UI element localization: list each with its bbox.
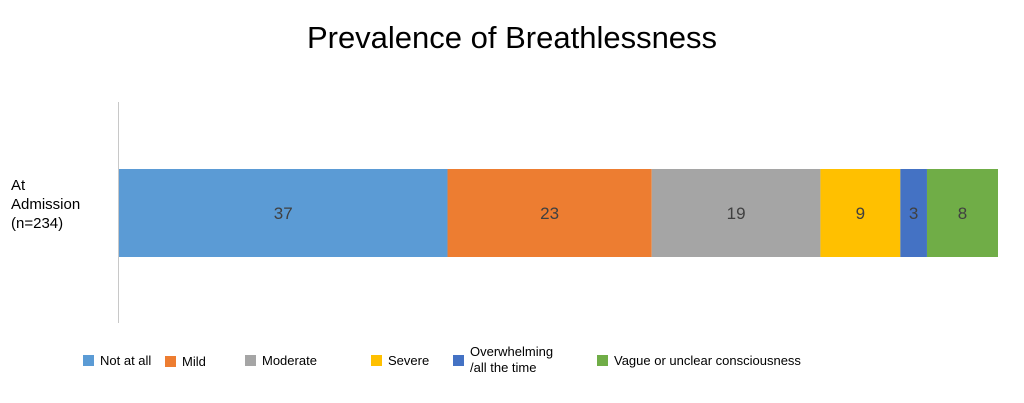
data-label-overwhelming-all-the-time: 3 (909, 204, 918, 223)
bar-segment-not-at-all (119, 169, 448, 257)
bar-segment-mild (447, 169, 652, 257)
chart-title: Prevalence of Breathlessness (306, 20, 718, 55)
category-label-line: At (11, 177, 26, 194)
bar-segment-moderate (651, 169, 821, 257)
bar-segment-overwhelming-all-the-time (900, 169, 927, 257)
data-label-mild: 23 (540, 204, 559, 223)
data-label-severe: 9 (856, 204, 865, 223)
data-label-vague-or-unclear-consciousness: 8 (958, 204, 967, 223)
category-label-line: Admission (11, 196, 81, 213)
bar-segment-vague-or-unclear-consciousness (926, 169, 998, 257)
data-label-not-at-all: 37 (274, 204, 293, 223)
category-axis-line (118, 102, 119, 323)
category-label: At Admission (n=234) (11, 176, 111, 233)
bar-segment-severe (820, 169, 901, 257)
data-label-moderate: 19 (727, 204, 746, 223)
category-label-line: (n=234) (11, 215, 64, 232)
